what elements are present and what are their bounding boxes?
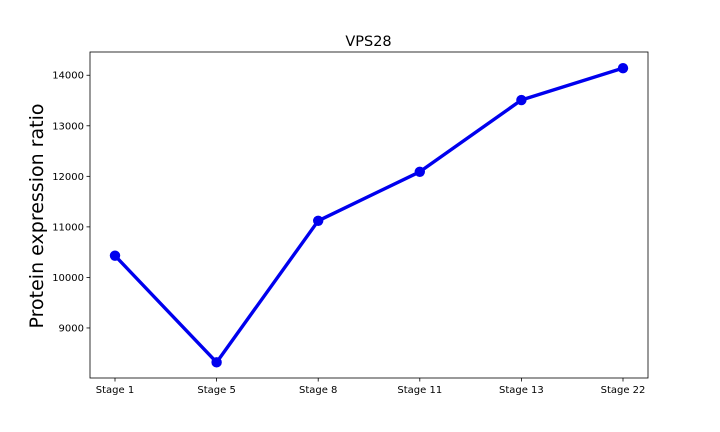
chart-title: VPS28 xyxy=(345,34,391,50)
y-tick-label: 11000 xyxy=(52,222,84,233)
series-line xyxy=(113,66,625,365)
x-tick-label: Stage 8 xyxy=(299,385,337,396)
y-tick-label: 10000 xyxy=(52,273,84,284)
x-tick-label: Stage 11 xyxy=(397,385,442,396)
data-point xyxy=(313,215,324,227)
x-tick-label: Stage 22 xyxy=(601,385,646,396)
data-point xyxy=(617,62,629,74)
y-axis-ticks: 9000 10000 11000 12000 13000 14000 xyxy=(52,71,90,334)
y-tick-label: 12000 xyxy=(52,172,84,183)
data-point xyxy=(414,166,425,177)
data-point xyxy=(516,94,527,106)
data-point xyxy=(211,357,222,368)
y-tick-label: 13000 xyxy=(52,121,84,132)
data-point xyxy=(109,250,121,261)
y-axis-label: Protein expression ratio xyxy=(26,104,48,329)
plot-frame xyxy=(89,51,649,379)
series-layer xyxy=(109,62,629,368)
x-axis-ticks: Stage 1 Stage 5 Stage 8 Stage 11 Stage 13 Sta… xyxy=(96,378,646,396)
x-tick-label: Stage 13 xyxy=(499,385,544,396)
x-tick-label: Stage 1 xyxy=(96,385,134,396)
y-tick-label: 9000 xyxy=(59,323,84,334)
x-tick-label: Stage 5 xyxy=(197,385,235,396)
y-tick-label: 14000 xyxy=(52,71,84,82)
